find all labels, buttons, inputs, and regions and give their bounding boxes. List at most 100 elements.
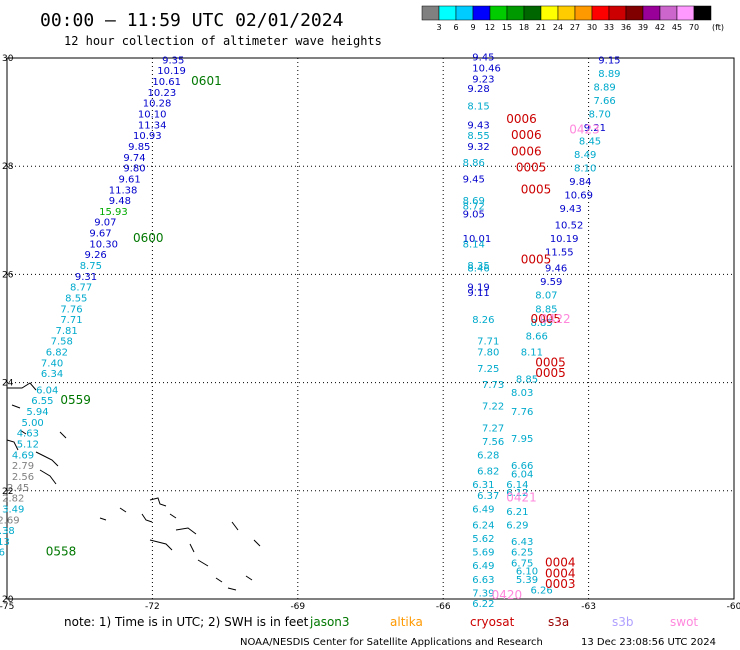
- pass-time-label: 0005: [530, 312, 561, 326]
- pass-time-label: 0559: [60, 393, 91, 407]
- swh-value: 10.01: [463, 234, 492, 245]
- swh-value: 5.62: [472, 534, 494, 545]
- pass-time-label: 0004: [545, 556, 576, 570]
- colorbar-tick: 6: [453, 23, 458, 32]
- colorbar-tick: 39: [638, 23, 648, 32]
- swh-value: 3.38: [0, 526, 15, 537]
- swh-value: 8.70: [589, 110, 611, 121]
- colorbar-swatch: [455, 5, 474, 21]
- swh-value: 6.34: [41, 369, 63, 380]
- colorbar-swatch: [625, 5, 644, 21]
- pass-time-label: 0006: [511, 128, 542, 142]
- mission-altika: altika: [390, 615, 423, 629]
- swh-value: 7.25: [477, 364, 499, 375]
- swh-value: 11.38: [109, 185, 138, 196]
- pass-time-label: 0005: [516, 161, 547, 175]
- colorbar-tick: 70: [689, 23, 699, 32]
- swh-value: 7.71: [60, 315, 82, 326]
- mission-jason3: jason3: [309, 615, 350, 629]
- swh-value: 7.40: [41, 358, 63, 369]
- swh-value: 2.82: [2, 494, 24, 505]
- swh-value: 7.22: [482, 402, 504, 413]
- swh-value: 10.52: [555, 220, 584, 231]
- swh-value: 9.48: [109, 196, 131, 207]
- swh-value: 7.95: [511, 434, 533, 445]
- swh-value: 5.69: [472, 548, 494, 559]
- colorbar-swatch: [540, 5, 559, 21]
- colorbar-swatch: [523, 5, 542, 21]
- colorbar-swatch: [472, 5, 491, 21]
- swh-value: 9.19: [467, 283, 489, 294]
- swh-value: 8.03: [511, 388, 533, 399]
- pass-time-label: 0005: [521, 253, 552, 267]
- swh-value: 10.28: [143, 99, 172, 110]
- colorbar-tick: 21: [536, 23, 546, 32]
- colorbar-tick: 30: [587, 23, 597, 32]
- swh-value: 7.27: [482, 423, 504, 434]
- swh-observations: 9.3510.1910.6110.2310.2810.1011.3410.939…: [0, 53, 621, 610]
- swh-value: 10.19: [550, 234, 579, 245]
- swh-value: 9.85: [128, 142, 150, 153]
- pass-time-label: 0005: [521, 182, 552, 196]
- legend-note: note: 1) Time is in UTC; 2) SWH is in fe…: [64, 615, 309, 629]
- swh-value: 9.35: [162, 55, 184, 66]
- swh-value: 7.76: [511, 407, 533, 418]
- swh-value: 5.12: [17, 440, 39, 451]
- mission-legend: jason3 altika cryosat s3a s3b swot: [309, 615, 698, 629]
- swh-value: 6.43: [511, 537, 533, 548]
- y-tick-label: 30: [2, 54, 14, 64]
- colorbar-tick: 36: [621, 23, 631, 32]
- swh-value: 9.59: [540, 277, 562, 288]
- swh-value: 9.43: [467, 120, 489, 131]
- swh-value: 6.24: [472, 521, 494, 532]
- pass-time-label: 0005: [535, 355, 566, 369]
- pass-time-label: 0422: [540, 312, 571, 326]
- pass-time-label: 0004: [545, 566, 576, 580]
- pass-time-label: 0600: [133, 231, 164, 245]
- swh-value: 9.21: [584, 123, 606, 134]
- swh-value: 3.13: [0, 537, 10, 548]
- swh-value: 9.32: [467, 142, 489, 153]
- swh-value: 8.14: [463, 239, 485, 250]
- swh-value: 6.04: [36, 385, 58, 396]
- swh-value: 8.45: [579, 137, 601, 148]
- swh-value: 9.67: [89, 229, 111, 240]
- swh-value: 6.14: [506, 480, 528, 491]
- swh-value: 6.22: [472, 599, 494, 610]
- pass-time-label: 0420: [492, 588, 523, 602]
- swh-value: 9.46: [545, 264, 567, 275]
- swh-value: 6.82: [46, 348, 68, 359]
- swh-value: 9.15: [598, 55, 620, 66]
- colorbar-tick: 3: [436, 23, 441, 32]
- pass-time-label: 0006: [506, 112, 537, 126]
- swh-value: 11.34: [138, 120, 167, 131]
- swh-value: 6.31: [472, 480, 494, 491]
- swh-value: 9.80: [123, 164, 145, 175]
- map-frame: [6, 57, 735, 600]
- page-subtitle: 12 hour collection of altimeter wave hei…: [64, 34, 382, 48]
- swh-value: 9.84: [569, 177, 591, 188]
- swh-value: 7.58: [51, 337, 73, 348]
- swh-value: 8.55: [467, 131, 489, 142]
- swh-value: 8.49: [574, 150, 596, 161]
- swh-value: 6.28: [477, 450, 499, 461]
- pass-time-label: 0558: [46, 545, 77, 559]
- pass-time-label: 0005: [535, 366, 566, 380]
- swh-value: 3.49: [2, 504, 24, 515]
- x-tick-label: -69: [290, 602, 305, 612]
- swh-value: 6.66: [511, 461, 533, 472]
- generated-timestamp: 13 Dec 23:08:56 UTC 2024: [581, 637, 716, 648]
- x-tick-label: -75: [0, 602, 14, 612]
- swh-value: 10.69: [564, 191, 593, 202]
- pass-time-label: 0601: [191, 74, 222, 88]
- colorbar-swatch: [506, 5, 525, 21]
- swh-value: 2.79: [12, 461, 34, 472]
- swh-value: 7.76: [60, 304, 82, 315]
- swh-value: 9.43: [560, 204, 582, 215]
- swh-value: 5.94: [26, 407, 48, 418]
- swh-value: 2.69: [0, 515, 20, 526]
- pass-time-labels: 0601060005590558000600060006000500050005…: [46, 74, 600, 602]
- colorbar-swatch: [591, 5, 610, 21]
- swh-value: 10.10: [138, 110, 167, 121]
- swh-value: 6.37: [477, 491, 499, 502]
